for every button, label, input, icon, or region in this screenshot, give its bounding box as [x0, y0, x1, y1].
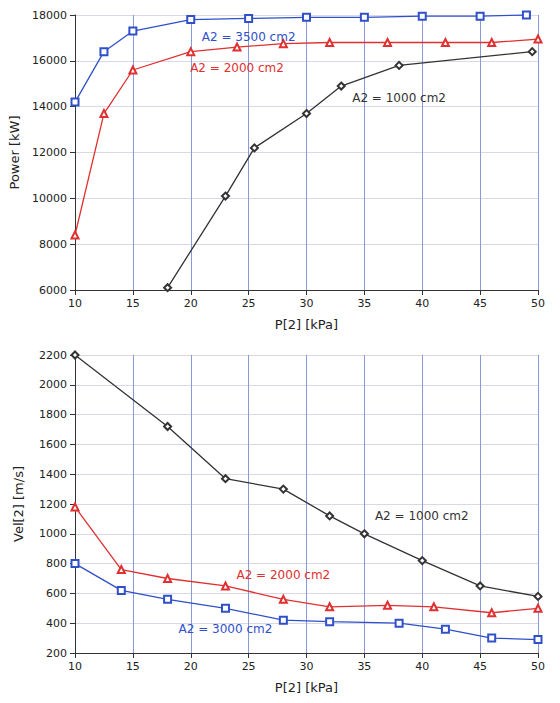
svg-text:A2 = 3000 cm2: A2 = 3000 cm2 — [179, 622, 273, 636]
svg-text:20: 20 — [184, 660, 198, 673]
svg-text:A2 = 3500 cm2: A2 = 3500 cm2 — [202, 30, 296, 44]
svg-text:12000: 12000 — [32, 146, 67, 159]
svg-text:35: 35 — [357, 297, 371, 310]
svg-text:15: 15 — [126, 660, 140, 673]
svg-text:600: 600 — [46, 587, 67, 600]
svg-text:Power [kW]: Power [kW] — [7, 116, 22, 190]
svg-text:10000: 10000 — [32, 192, 67, 205]
svg-text:25: 25 — [242, 660, 256, 673]
svg-text:30: 30 — [300, 660, 314, 673]
svg-text:40: 40 — [415, 297, 429, 310]
svg-text:35: 35 — [357, 660, 371, 673]
svg-text:8000: 8000 — [39, 238, 67, 251]
svg-text:45: 45 — [473, 297, 487, 310]
svg-text:A2 = 1000 cm2: A2 = 1000 cm2 — [375, 509, 469, 523]
svg-text:15: 15 — [126, 297, 140, 310]
svg-text:50: 50 — [531, 660, 545, 673]
svg-text:50: 50 — [531, 297, 545, 310]
svg-text:A2 = 2000 cm2: A2 = 2000 cm2 — [236, 568, 330, 582]
svg-text:P[2] [kPa]: P[2] [kPa] — [275, 680, 338, 695]
svg-text:Vel[2] [m/s]: Vel[2] [m/s] — [11, 466, 26, 542]
svg-text:P[2] [kPa]: P[2] [kPa] — [275, 317, 338, 332]
svg-text:10: 10 — [68, 297, 82, 310]
svg-text:25: 25 — [242, 297, 256, 310]
svg-text:2000: 2000 — [39, 378, 67, 391]
svg-text:200: 200 — [46, 647, 67, 660]
svg-text:1000: 1000 — [39, 527, 67, 540]
svg-text:6000: 6000 — [39, 284, 67, 297]
svg-text:20: 20 — [184, 297, 198, 310]
svg-text:2200: 2200 — [39, 349, 67, 362]
svg-text:45: 45 — [473, 660, 487, 673]
svg-text:30: 30 — [300, 297, 314, 310]
svg-text:1800: 1800 — [39, 408, 67, 421]
svg-text:16000: 16000 — [32, 54, 67, 67]
svg-text:1200: 1200 — [39, 498, 67, 511]
svg-text:A2 = 1000 cm2: A2 = 1000 cm2 — [352, 91, 446, 105]
svg-text:18000: 18000 — [32, 9, 67, 22]
svg-text:40: 40 — [415, 660, 429, 673]
svg-text:A2 = 2000 cm2: A2 = 2000 cm2 — [190, 61, 284, 75]
svg-text:1400: 1400 — [39, 468, 67, 481]
svg-text:14000: 14000 — [32, 100, 67, 113]
svg-text:800: 800 — [46, 557, 67, 570]
svg-text:1600: 1600 — [39, 438, 67, 451]
svg-text:10: 10 — [68, 660, 82, 673]
svg-text:400: 400 — [46, 617, 67, 630]
